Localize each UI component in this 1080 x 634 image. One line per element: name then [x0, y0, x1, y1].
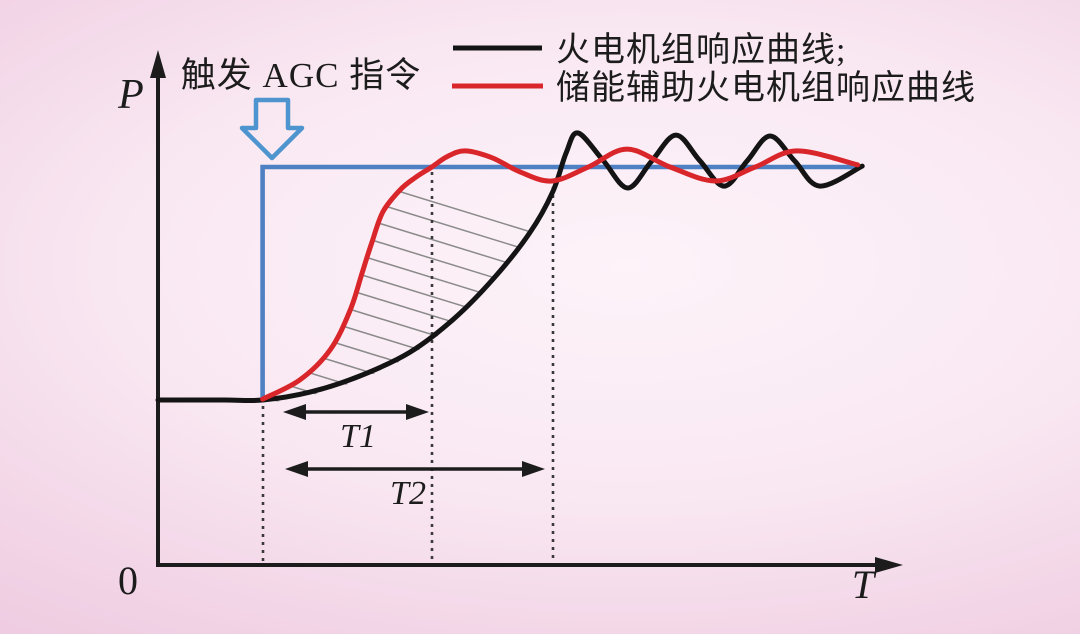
- agc-trigger-down-arrow-icon: [239, 97, 305, 161]
- y-axis-arrow-icon: [150, 50, 166, 78]
- y-axis-label: P: [117, 72, 144, 118]
- hatch-line: [262, 318, 556, 404]
- hatch-line: [262, 280, 556, 378]
- dotted-reference-lines: [261, 172, 555, 562]
- agc-step-line: [260, 164, 860, 401]
- t2-arrow-right-head-icon: [522, 461, 545, 477]
- legend-label-storage: 储能辅助火电机组响应曲线: [556, 69, 976, 107]
- t1-span-arrow: [283, 404, 429, 420]
- hatch-line: [262, 375, 556, 404]
- hatch-line: [262, 150, 556, 245]
- hatch-line: [262, 185, 556, 283]
- t1-label: T1: [340, 418, 376, 455]
- t2-label: T2: [390, 475, 426, 512]
- hatched-area: [262, 150, 556, 404]
- hatch-line: [262, 242, 556, 340]
- t1-arrow-left-head-icon: [283, 404, 306, 420]
- t1-arrow-right-head-icon: [406, 404, 429, 420]
- storage-assisted-response-curve: [260, 146, 861, 402]
- legend-label-thermal: 火电机组响应曲线;: [556, 31, 846, 69]
- agc-trigger-annotation: 触发 AGC 指令: [181, 56, 421, 95]
- hatch-line: [262, 204, 556, 302]
- x-axis-label: T: [852, 562, 877, 607]
- x-axis-arrow-icon: [875, 557, 903, 573]
- legend: 火电机组响应曲线; 储能辅助火电机组响应曲线: [452, 31, 976, 107]
- t2-span-arrow: [285, 461, 545, 477]
- origin-label: 0: [118, 558, 138, 603]
- hatch-line: [262, 261, 556, 359]
- t2-arrow-left-head-icon: [285, 461, 308, 477]
- thermal-response-curve: [155, 130, 865, 404]
